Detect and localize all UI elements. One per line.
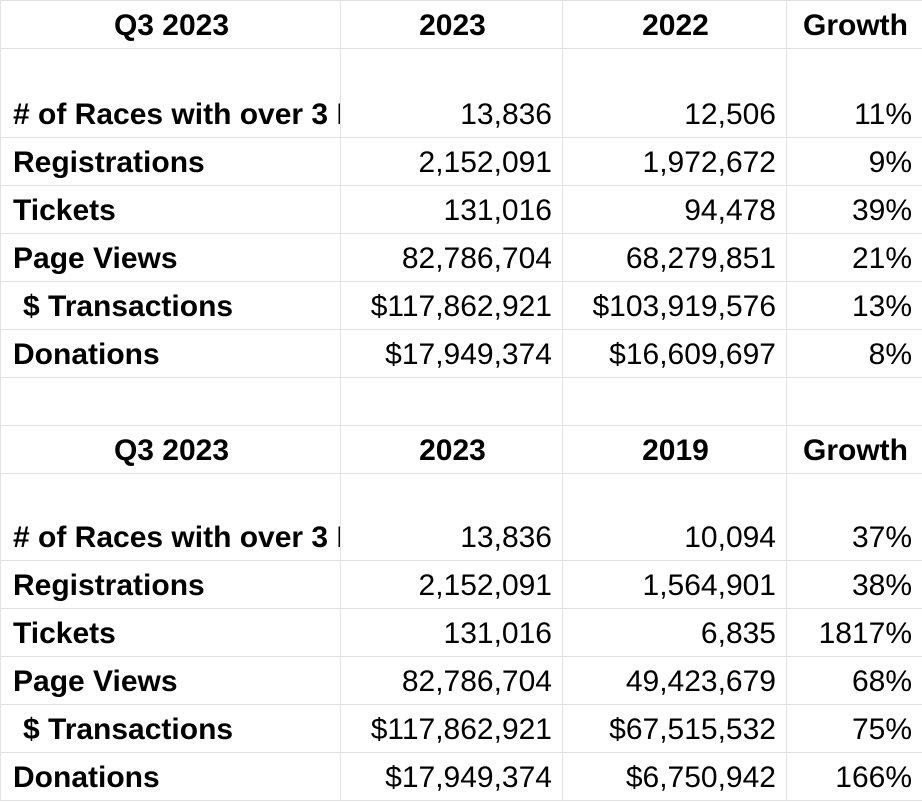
current-value-cell[interactable]: $17,949,374	[340, 329, 563, 378]
growth-cell[interactable]: 11%	[786, 48, 922, 138]
row-label[interactable]: Registrations	[0, 137, 341, 186]
previous-value-cell[interactable]: $67,515,532	[562, 704, 787, 753]
table-row: Donations $17,949,374 $6,750,942 166%	[0, 752, 922, 801]
empty-cell[interactable]	[0, 377, 341, 426]
header-cell-previous-year[interactable]: 2019	[562, 425, 787, 474]
previous-value-cell[interactable]: 1,972,672	[562, 137, 787, 186]
current-value-cell[interactable]: $17,949,374	[340, 752, 563, 801]
header-cell-growth[interactable]: Growth	[786, 425, 922, 474]
current-value-cell[interactable]: 2,152,091	[340, 560, 563, 609]
growth-cell[interactable]: 1817%	[786, 608, 922, 657]
previous-value-cell[interactable]: $6,750,942	[562, 752, 787, 801]
growth-cell[interactable]: 68%	[786, 656, 922, 705]
previous-value-cell[interactable]: 10,094	[562, 473, 787, 561]
table-row: Page Views 82,786,704 68,279,851 21%	[0, 233, 922, 282]
current-value-cell[interactable]: 13,836	[340, 48, 563, 138]
empty-cell[interactable]	[786, 377, 922, 426]
growth-cell[interactable]: 166%	[786, 752, 922, 801]
header-cell-current-year[interactable]: 2023	[340, 0, 563, 49]
table-row: # of Races with over 3 Registrations 13,…	[0, 48, 922, 138]
growth-cell[interactable]: 39%	[786, 185, 922, 234]
table-row: Tickets 131,016 94,478 39%	[0, 185, 922, 234]
empty-cell[interactable]	[340, 377, 563, 426]
row-label[interactable]: Registrations	[0, 560, 341, 609]
current-value-cell[interactable]: 131,016	[340, 185, 563, 234]
previous-value-cell[interactable]: 12,506	[562, 48, 787, 138]
growth-cell[interactable]: 8%	[786, 329, 922, 378]
row-label[interactable]: # of Races with over 3 Registrations	[0, 48, 341, 138]
previous-value-cell[interactable]: 49,423,679	[562, 656, 787, 705]
row-label[interactable]: $ Transactions	[0, 704, 341, 753]
current-value-cell[interactable]: $117,862,921	[340, 704, 563, 753]
current-value-cell[interactable]: 82,786,704	[340, 656, 563, 705]
growth-cell[interactable]: 38%	[786, 560, 922, 609]
row-label[interactable]: Tickets	[0, 608, 341, 657]
empty-cell[interactable]	[562, 377, 787, 426]
header-row: Q3 2023 2023 2022 Growth	[0, 0, 922, 49]
header-cell-previous-year[interactable]: 2022	[562, 0, 787, 49]
growth-cell[interactable]: 75%	[786, 704, 922, 753]
previous-value-cell[interactable]: 94,478	[562, 185, 787, 234]
table-row: # of Races with over 3 Registrations 13,…	[0, 473, 922, 561]
row-label[interactable]: Tickets	[0, 185, 341, 234]
current-value-cell[interactable]: 131,016	[340, 608, 563, 657]
header-cell-period[interactable]: Q3 2023	[0, 0, 341, 49]
current-value-cell[interactable]: 82,786,704	[340, 233, 563, 282]
header-cell-growth[interactable]: Growth	[786, 0, 922, 49]
growth-cell[interactable]: 21%	[786, 233, 922, 282]
row-label[interactable]: Donations	[0, 329, 341, 378]
table-row: Registrations 2,152,091 1,564,901 38%	[0, 560, 922, 609]
table-row: $ Transactions $117,862,921 $103,919,576…	[0, 281, 922, 330]
growth-cell[interactable]: 9%	[786, 137, 922, 186]
table-row: Donations $17,949,374 $16,609,697 8%	[0, 329, 922, 378]
current-value-cell[interactable]: 2,152,091	[340, 137, 563, 186]
row-label[interactable]: Donations	[0, 752, 341, 801]
previous-value-cell[interactable]: 68,279,851	[562, 233, 787, 282]
row-label[interactable]: Page Views	[0, 233, 341, 282]
table-row: $ Transactions $117,862,921 $67,515,532 …	[0, 704, 922, 753]
empty-row	[0, 377, 922, 426]
header-cell-current-year[interactable]: 2023	[340, 425, 563, 474]
header-cell-period[interactable]: Q3 2023	[0, 425, 341, 474]
row-label[interactable]: # of Races with over 3 Registrations	[0, 473, 341, 561]
header-row: Q3 2023 2023 2019 Growth	[0, 425, 922, 474]
table-row: Registrations 2,152,091 1,972,672 9%	[0, 137, 922, 186]
previous-value-cell[interactable]: 1,564,901	[562, 560, 787, 609]
previous-value-cell[interactable]: 6,835	[562, 608, 787, 657]
growth-cell[interactable]: 13%	[786, 281, 922, 330]
previous-value-cell[interactable]: $16,609,697	[562, 329, 787, 378]
current-value-cell[interactable]: 13,836	[340, 473, 563, 561]
table-row: Page Views 82,786,704 49,423,679 68%	[0, 656, 922, 705]
current-value-cell[interactable]: $117,862,921	[340, 281, 563, 330]
row-label[interactable]: Page Views	[0, 656, 341, 705]
table-row: Tickets 131,016 6,835 1817%	[0, 608, 922, 657]
previous-value-cell[interactable]: $103,919,576	[562, 281, 787, 330]
growth-cell[interactable]: 37%	[786, 473, 922, 561]
row-label[interactable]: $ Transactions	[0, 281, 341, 330]
